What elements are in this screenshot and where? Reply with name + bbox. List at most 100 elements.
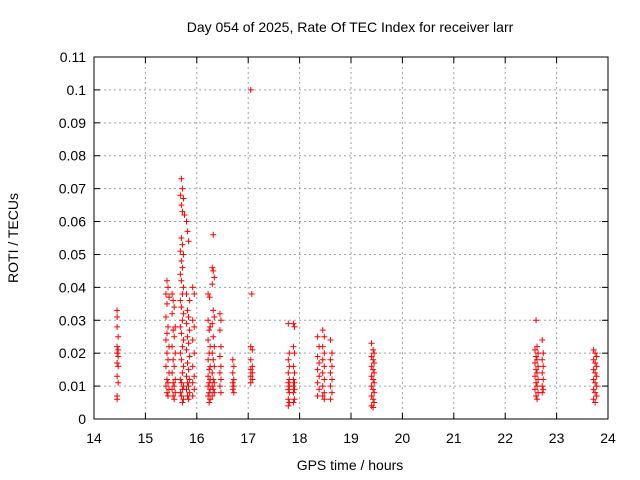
data-point [185,238,192,245]
data-point [177,350,184,357]
data-point [593,383,600,390]
axis-ticks: 14 15 16 17 18 19 20 21 22 23 24 0 0.01 0.02 0.03 0.04 0… [59,49,616,446]
data-point [186,327,193,334]
data-point [115,379,122,386]
data-point [328,363,335,370]
data-point [327,356,334,363]
data-point [181,211,188,218]
data-point [205,356,212,363]
data-point [191,323,198,330]
data-point [209,350,216,357]
data-point [533,392,540,399]
data-point [230,376,237,383]
data-point [592,360,599,367]
data-point [370,404,377,411]
data-point [370,366,377,373]
y-tick-label: 0.05 [59,246,86,262]
data-point [172,350,179,357]
data-point [540,363,547,370]
data-point [249,346,256,353]
data-point [533,366,540,373]
data-point [217,376,224,383]
data-point [327,369,334,376]
x-tick-label: 18 [292,430,308,446]
data-point [216,369,223,376]
data-point [163,300,170,307]
data-point [321,389,328,396]
chart-title: Day 054 of 2025, Rate Of TEC Index for r… [187,19,514,35]
y-tick-label: 0.11 [60,49,86,65]
data-point [162,383,169,390]
data-point [590,356,597,363]
data-point [217,317,224,324]
data-point [533,379,540,386]
data-point [368,373,375,380]
data-point [178,235,185,241]
data-point [327,383,334,390]
data-point [291,323,298,330]
data-point [211,389,218,396]
data-point [169,290,176,297]
x-tick-label: 20 [395,430,411,446]
data-point [172,389,179,396]
data-point [205,290,212,297]
data-point [165,379,172,386]
data-point [327,337,334,344]
data-point [229,379,236,386]
data-point [178,356,185,363]
data-point [592,379,599,386]
x-tick-label: 24 [600,430,616,446]
data-point [179,369,186,376]
y-tick-label: 0.01 [59,378,86,394]
data-point [162,363,169,370]
data-point [285,356,292,363]
data-point [169,386,176,393]
data-point [114,396,121,403]
data-point [207,396,214,403]
data-point [206,399,213,406]
data-point [170,379,177,386]
data-point [590,396,597,403]
data-point [172,376,179,383]
data-point [328,389,335,396]
data-point [191,386,198,393]
data-point [115,333,122,340]
data-point [185,383,192,390]
data-point [371,350,378,357]
data-point [539,356,546,363]
data-point [210,356,217,363]
data-point [179,241,186,248]
data-point [534,343,541,350]
data-point [593,373,600,380]
data-point [291,379,298,386]
y-tick-label: 0.04 [59,279,86,295]
data-point [165,392,172,399]
data-point [171,304,178,311]
data-point [179,317,186,324]
data-point [209,369,216,376]
data-point [290,376,297,383]
data-point [171,363,178,370]
data-point [114,343,121,350]
data-point [185,366,192,373]
data-point [321,350,328,357]
data-point [165,323,172,330]
data-point [206,379,213,386]
data-point [180,195,187,202]
data-point [206,389,213,396]
data-point [248,290,255,297]
data-point [540,376,547,383]
data-point [207,323,214,330]
data-point [290,383,297,390]
data-point [205,337,212,344]
data-point [189,363,196,370]
data-point [183,346,190,353]
data-point [177,192,184,199]
data-point [217,363,224,370]
data-point [532,346,539,353]
data-point [114,307,121,314]
data-point [534,396,541,403]
data-point [592,389,599,396]
data-point [170,327,177,334]
data-point [216,327,223,334]
